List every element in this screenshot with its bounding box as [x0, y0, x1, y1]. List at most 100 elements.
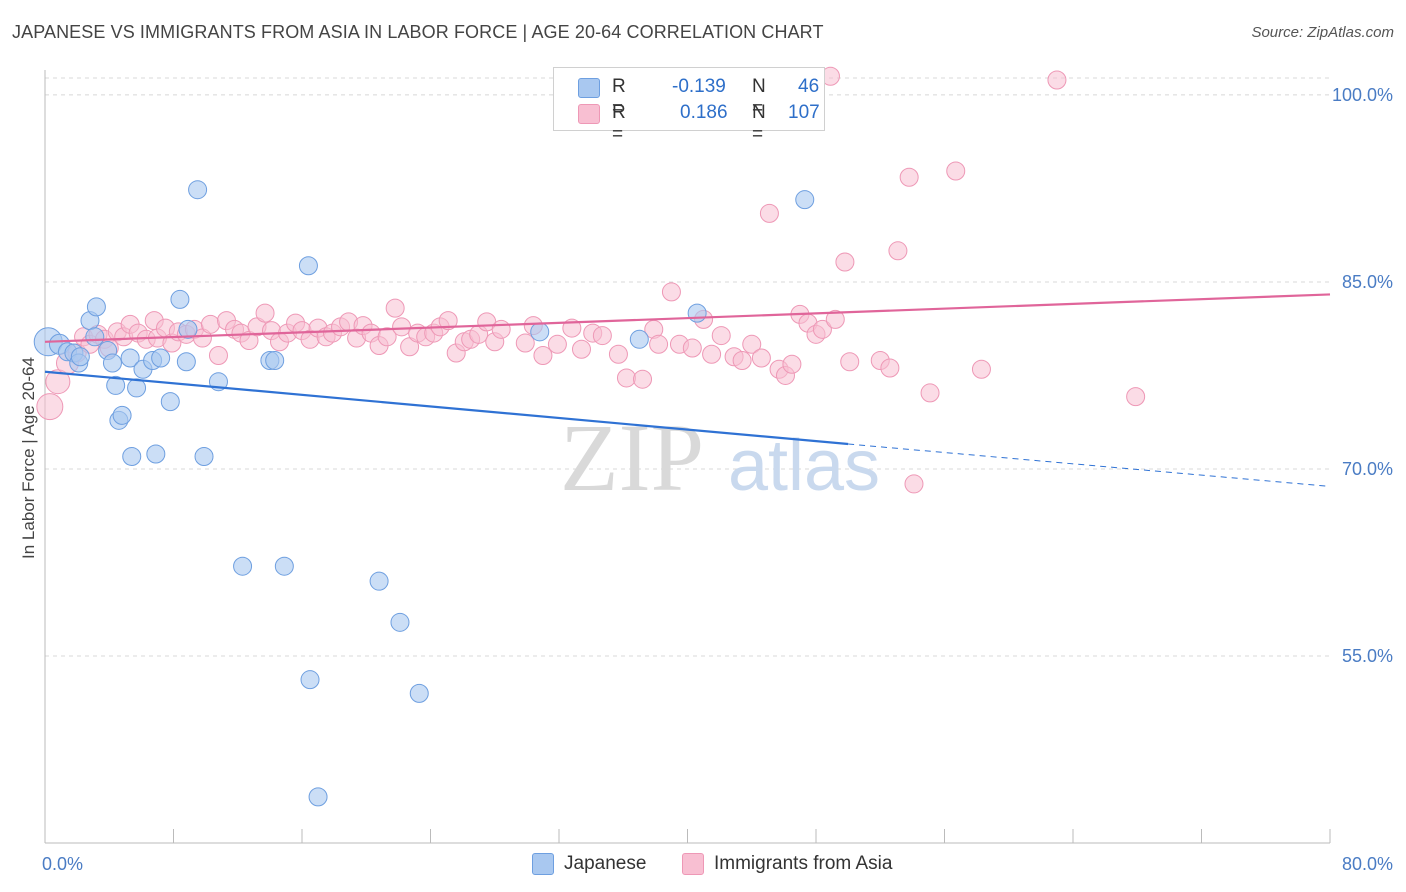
japanese-point [70, 347, 90, 367]
japanese-point [629, 329, 649, 349]
legend-r-label: R = [612, 102, 626, 145]
y-tick-label: 70.0% [1342, 459, 1393, 479]
asia-point [633, 369, 653, 389]
legend-n-label: N = [752, 102, 766, 145]
series-japanese [33, 180, 815, 807]
asia-point [200, 314, 220, 334]
japanese-point [122, 447, 142, 466]
asia-point [515, 333, 535, 353]
bottom-legend-label: Immigrants from Asia [714, 853, 893, 874]
japanese-point [120, 348, 140, 368]
asia-point [835, 252, 855, 272]
asia-point [385, 298, 405, 318]
legend-n-value: 107 [788, 102, 820, 123]
bottom-swatch-japanese [532, 853, 554, 875]
japanese-point [151, 348, 171, 368]
y-tick-label: 85.0% [1342, 272, 1393, 292]
japanese-point [390, 612, 410, 632]
japanese-point [530, 322, 550, 342]
japanese-point [409, 683, 429, 703]
tick-labels: 55.0% 70.0% 85.0% 100.0% 0.0% 80.0% [42, 85, 1393, 874]
asia-point [533, 346, 553, 366]
asia-point [377, 327, 397, 347]
asia-point [616, 368, 636, 388]
asia-point [732, 350, 752, 370]
asia-point [208, 346, 228, 366]
legend-swatch-asia [578, 104, 600, 124]
bottom-legend-label: Japanese [564, 853, 647, 874]
asia-point [438, 311, 458, 331]
asia-point [661, 282, 681, 302]
asia-point [491, 319, 511, 339]
asia-point [971, 359, 991, 379]
asia-point [759, 203, 779, 223]
asia-point [825, 309, 845, 329]
asia-point [888, 241, 908, 261]
japanese-point [369, 571, 389, 591]
japanese-point [795, 190, 815, 210]
japanese-point [298, 256, 318, 276]
asia-point [592, 326, 612, 346]
japanese-point [85, 327, 105, 347]
x-tick-label-max: 80.0% [1342, 854, 1393, 874]
japanese-point [160, 392, 180, 412]
asia-point [812, 319, 832, 339]
asia-point [392, 317, 412, 337]
watermark-atlas: atlas [728, 426, 880, 506]
chart-title: JAPANESE VS IMMIGRANTS FROM ASIA IN LABO… [12, 22, 824, 42]
asia-point [899, 167, 919, 187]
japanese-point [106, 375, 126, 395]
asia-point [711, 326, 731, 346]
asia-point [547, 334, 567, 354]
y-axis-label: In Labor Force | Age 20-64 [19, 357, 38, 559]
y-tick-label: 55.0% [1342, 646, 1393, 666]
trend-lines [44, 293, 1331, 487]
legend-swatch-japanese [578, 78, 600, 98]
legend-r-value: -0.139 [672, 76, 726, 97]
asia-point [946, 161, 966, 181]
japanese-trend-line [44, 370, 849, 446]
japanese-point [178, 319, 198, 339]
japanese-point [86, 297, 106, 317]
asia-point [1047, 70, 1067, 90]
japanese-point [233, 556, 253, 576]
asia-point [255, 303, 275, 323]
asia-point [742, 334, 762, 354]
x-tick-label-min: 0.0% [42, 854, 83, 874]
correlation-legend: R = -0.139 N = 46 R = 0.186 N = 107 [553, 67, 825, 145]
asia-point [45, 369, 71, 395]
asia-point [649, 334, 669, 354]
japanese-point [176, 352, 196, 372]
asia-point [840, 352, 860, 372]
japanese-point [194, 447, 214, 466]
japanese-point [274, 556, 294, 576]
legend-r-value: 0.186 [680, 102, 728, 123]
asia-point [702, 344, 722, 364]
axes [44, 70, 1331, 844]
asia-point [782, 354, 802, 374]
watermark-zip: ZIP [560, 404, 704, 511]
japanese-point [300, 670, 320, 690]
source-credit: Source: ZipAtlas.com [1251, 24, 1394, 41]
legend-n-value: 46 [798, 76, 820, 97]
asia-point [920, 383, 940, 403]
asia-point [1126, 387, 1146, 407]
asia-point [608, 344, 628, 364]
asia-trend-line [44, 293, 1331, 343]
legend-r-label: R = [612, 76, 626, 119]
japanese-trend-extension [848, 443, 1331, 487]
asia-point [682, 338, 702, 358]
legend-n-label: N = [752, 76, 766, 119]
y-tick-label: 100.0% [1332, 85, 1393, 105]
asia-point [36, 393, 64, 421]
japanese-point [308, 787, 328, 807]
asia-point [880, 358, 900, 378]
japanese-point [687, 303, 707, 323]
asia-point [571, 339, 591, 359]
japanese-point [146, 444, 166, 464]
asia-point [904, 474, 924, 494]
japanese-point [265, 350, 285, 370]
asia-point [751, 348, 771, 368]
bottom-swatch-asia [682, 853, 704, 875]
